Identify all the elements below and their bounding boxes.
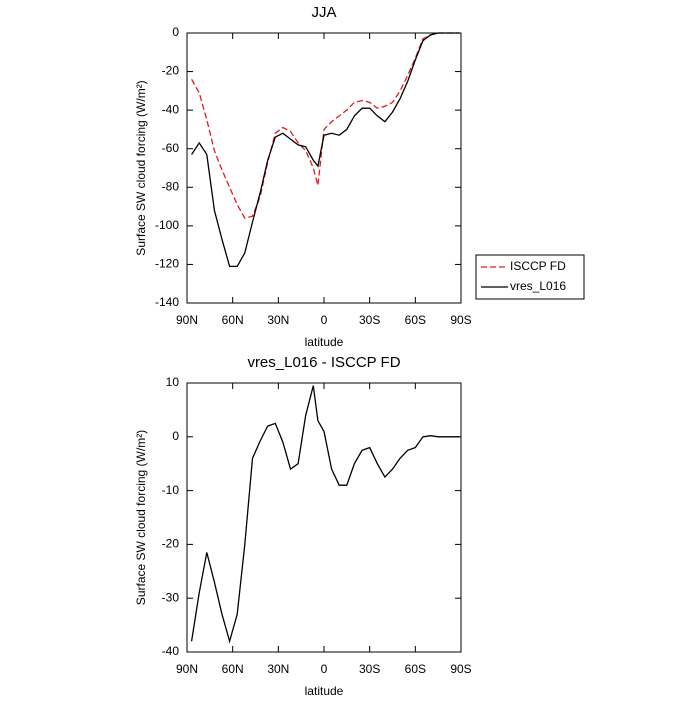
x-axis-label: latitude (305, 335, 344, 349)
legend-box (475, 254, 585, 300)
data-line (190, 385, 460, 644)
legend-label: ISCCP FD (510, 259, 566, 273)
x-tick-label: 60S (405, 662, 426, 676)
x-tick-label: 0 (321, 662, 328, 676)
x-tick-label: 60N (222, 313, 244, 327)
y-tick-label: -120 (155, 257, 179, 271)
x-tick-label: 60S (405, 313, 426, 327)
x-tick-label: 30N (267, 662, 289, 676)
y-tick-label: -40 (162, 102, 180, 116)
y-tick-label: -20 (162, 537, 180, 551)
y-tick-label: -60 (162, 141, 180, 155)
chart-title: JJA (311, 4, 336, 21)
y-tick-label: -30 (162, 590, 180, 604)
x-tick-label: 90N (176, 313, 198, 327)
y-tick-label: 10 (166, 375, 180, 389)
y-tick-label: -10 (162, 483, 180, 497)
x-tick-label: 30S (359, 313, 380, 327)
y-tick-label: -100 (155, 218, 179, 232)
y-axis-label: Surface SW cloud forcing (W/m²) (134, 80, 148, 255)
x-tick-label: 90S (450, 313, 471, 327)
y-tick-label: -40 (162, 644, 180, 658)
x-tick-label: 30N (267, 313, 289, 327)
data-line (191, 32, 460, 268)
x-tick-label: 90S (450, 662, 471, 676)
data-line (191, 32, 460, 219)
y-tick-label: -20 (162, 64, 180, 78)
y-tick-label: -80 (162, 179, 180, 193)
legend-label: vres_L016 (510, 279, 566, 293)
y-tick-label: 0 (172, 25, 179, 39)
y-tick-label: 0 (172, 429, 179, 443)
plot-frame (186, 32, 462, 304)
y-tick-label: -140 (155, 295, 179, 309)
x-tick-label: 90N (176, 662, 198, 676)
plot-frame (186, 382, 462, 653)
x-tick-label: 0 (321, 313, 328, 327)
chart-title: vres_L016 - ISCCP FD (247, 354, 400, 371)
x-tick-label: 60N (222, 662, 244, 676)
y-axis-label: Surface SW cloud forcing (W/m²) (134, 430, 148, 605)
x-tick-label: 30S (359, 662, 380, 676)
x-axis-label: latitude (305, 684, 344, 698)
